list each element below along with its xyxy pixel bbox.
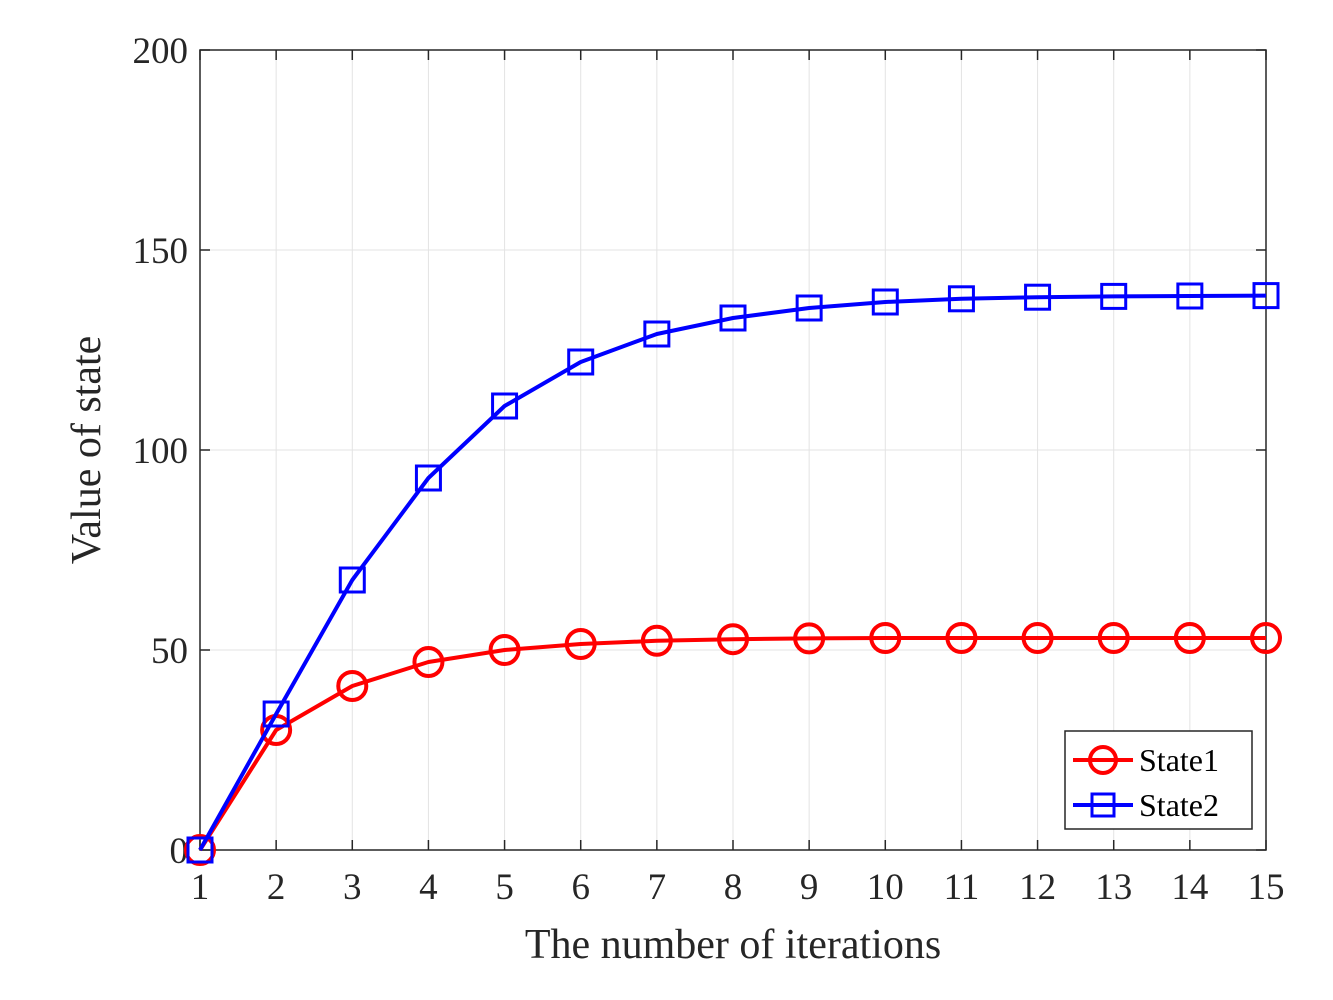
y-tick-label: 150: [133, 231, 189, 272]
data-point-state1: [1097, 622, 1130, 654]
x-tick-label: 1: [191, 867, 210, 908]
x-tick-label: 9: [800, 867, 819, 908]
legend: State1 State2: [1064, 730, 1253, 830]
data-point-state2: [871, 288, 899, 316]
data-point-state2: [491, 392, 519, 420]
data-point-state2: [186, 836, 214, 864]
data-point-state1: [184, 834, 216, 866]
x-tick-label: 2: [267, 867, 286, 908]
x-axis-label: The number of iterations: [525, 922, 941, 968]
x-tick-labels: 1 2 3 4 5 6 7 8 9 10 11 12 13 14 15: [191, 867, 1285, 908]
data-point-state1: [640, 624, 673, 657]
x-tick-label: 5: [495, 867, 514, 908]
x-tick-label: 14: [1171, 867, 1208, 908]
y-axis-label: Value of state: [64, 336, 110, 565]
data-point-state1: [717, 623, 749, 656]
data-point-state2: [262, 700, 290, 728]
legend-marker-state2: [1090, 792, 1116, 818]
x-tick-label: 15: [1248, 867, 1285, 908]
data-point-state1: [945, 622, 978, 654]
data-point-state1: [1250, 622, 1282, 654]
plot-frame: [199, 49, 1267, 851]
data-point-state1: [1173, 622, 1206, 654]
data-point-state2: [947, 285, 975, 313]
x-tick-label: 13: [1095, 867, 1132, 908]
y-tick-label: 0: [170, 831, 189, 872]
series-state2: [186, 282, 1280, 864]
x-tick-label: 6: [571, 867, 590, 908]
y-tick-labels: 0 50 100 150 200: [133, 31, 189, 872]
x-tick-label: 11: [944, 867, 980, 908]
data-point-state1: [412, 646, 445, 678]
data-point-state2: [338, 566, 366, 594]
data-point-state2: [1024, 283, 1052, 311]
legend-marker-state1: [1088, 745, 1118, 775]
data-point-state2: [719, 304, 747, 332]
data-point-state1: [488, 634, 521, 666]
data-point-state2: [643, 320, 671, 348]
series-state1: [184, 622, 1282, 866]
x-tick-label: 4: [419, 867, 438, 908]
data-point-state2: [1176, 282, 1204, 310]
data-point-state1: [564, 628, 597, 660]
data-point-state1: [793, 622, 826, 655]
legend-label-state2: State2: [1139, 787, 1219, 823]
x-tick-label: 8: [724, 867, 743, 908]
x-tick-label: 12: [1019, 867, 1056, 908]
data-point-state2: [1100, 282, 1128, 310]
series-line-state1: [198, 636, 1266, 852]
x-tick-label: 10: [867, 867, 904, 908]
y-tick-label: 200: [133, 31, 189, 72]
data-point-state2: [1252, 282, 1280, 310]
series-line-state2: [198, 293, 1267, 851]
data-point-state1: [336, 670, 369, 702]
data-point-state2: [414, 464, 442, 492]
data-point-state1: [1021, 622, 1054, 654]
data-point-state2: [567, 348, 595, 376]
series-layer: [184, 282, 1282, 866]
y-tick-label: 50: [151, 631, 188, 672]
data-point-state2: [795, 294, 823, 322]
data-point-state1: [869, 622, 902, 654]
y-tick-label: 100: [133, 431, 189, 472]
legend-label-state1: State1: [1139, 742, 1219, 778]
x-tick-label: 3: [343, 867, 362, 908]
x-tick-label: 7: [648, 867, 667, 908]
